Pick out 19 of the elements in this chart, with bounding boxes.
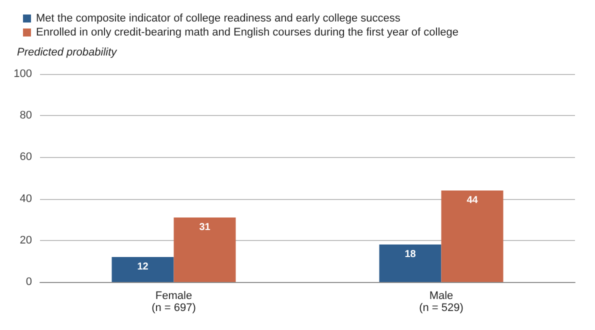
x-tick-label: Male (n = 529) xyxy=(419,290,464,314)
data-label: 44 xyxy=(466,194,478,206)
bar xyxy=(112,257,174,282)
data-label: 18 xyxy=(404,249,416,260)
y-tick-label: 0 xyxy=(26,276,32,288)
y-axis-title: Predicted probability xyxy=(17,46,118,58)
data-label: 31 xyxy=(199,222,211,234)
bar xyxy=(441,190,504,282)
bar xyxy=(174,218,236,282)
y-tick-label: 80 xyxy=(20,110,32,122)
y-tick-label: 60 xyxy=(20,151,32,164)
data-label: 12 xyxy=(137,262,149,273)
x-tick-label: Female (n = 697) xyxy=(152,290,196,314)
y-tick-label: 20 xyxy=(20,234,32,246)
bar xyxy=(379,244,442,282)
y-tick-label: 100 xyxy=(14,68,32,80)
legend-label: Enrolled in only credit-bearing math and English courses during the first year of college xyxy=(36,26,459,38)
legend-label: Met the composite indicator of college readiness and early college success xyxy=(36,12,401,24)
y-tick-label: 40 xyxy=(20,192,32,205)
